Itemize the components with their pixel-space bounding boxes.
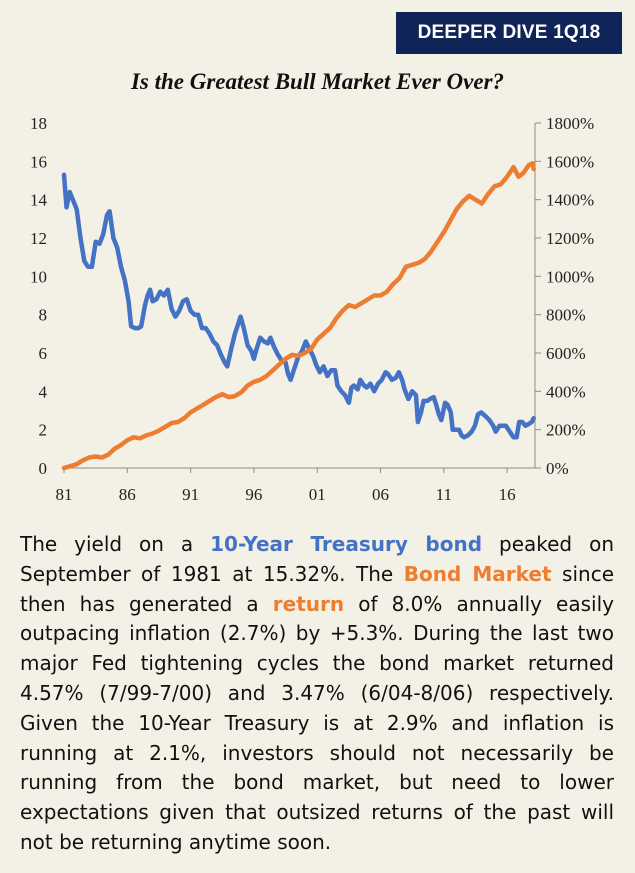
left-tick-label: 8 [39,306,48,325]
x-tick-label: 81 [56,485,73,500]
commentary-paragraph: The yield on a 10-Year Treasury bond pea… [20,530,614,858]
left-tick-label: 0 [39,459,48,478]
right-tick-label: 1200% [546,229,594,248]
chart-title: Is the Greatest Bull Market Ever Over? [130,69,505,94]
x-tick-label: 16 [499,485,516,500]
left-tick-label: 16 [30,152,47,171]
right-tick-label: 1600% [546,152,594,171]
right-tick-label: 400% [546,382,586,401]
bond-return-line [61,161,536,471]
left-tick-label: 10 [30,267,47,286]
x-tick-label: 96 [245,485,262,500]
treasury-highlight: 10-Year Treasury bond [210,532,483,556]
right-tick-label: 200% [546,421,586,440]
left-axis: 0 2 4 6 8 10 12 14 16 18 [30,114,48,478]
return-highlight: return [272,591,345,616]
treasury-yield-line [61,172,536,440]
left-tick-label: 18 [30,114,47,133]
plot-area [61,161,536,471]
right-tick-label: 1000% [546,267,594,286]
left-tick-label: 4 [39,382,48,401]
left-tick-label: 12 [30,229,47,248]
bond-chart: 0 2 4 6 8 10 12 14 16 18 0% 200% 400% 600% 800% 1000% 1… [30,114,594,500]
bond-market-highlight: Bond Market [403,561,552,586]
text-part-4: of 8.0% annually easily outpacing inflat… [20,591,614,854]
left-tick-label: 2 [39,421,48,440]
text-part-3: since then has generated a [20,561,614,616]
text-part-2: peaked on September of 1981 at 15.32%. T… [20,532,614,586]
deeper-dive-badge: DEEPER DIVE 1Q18 [396,12,622,54]
x-tick-label: 91 [182,485,199,500]
x-tick-label: 11 [436,485,452,500]
right-tick-label: 800% [546,306,586,325]
right-tick-label: 1400% [546,191,594,210]
right-tick-label: 0% [546,459,569,478]
left-tick-label: 14 [30,191,48,210]
x-tick-label: 06 [372,485,389,500]
x-tick-label: 86 [119,485,136,500]
text-part-1: The yield on a [20,532,211,556]
right-tick-label: 1800% [546,114,594,133]
left-tick-label: 6 [39,344,48,363]
right-tick-label: 600% [546,344,586,363]
x-tick-label: 01 [309,485,326,500]
right-axis: 0% 200% 400% 600% 800% 1000% 1200% 1400% 1600% 18… [534,114,594,478]
x-axis: 81 86 91 96 01 06 11 16 [56,467,535,500]
